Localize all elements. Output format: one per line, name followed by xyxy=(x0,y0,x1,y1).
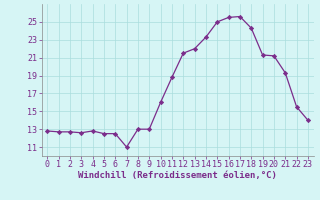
X-axis label: Windchill (Refroidissement éolien,°C): Windchill (Refroidissement éolien,°C) xyxy=(78,171,277,180)
